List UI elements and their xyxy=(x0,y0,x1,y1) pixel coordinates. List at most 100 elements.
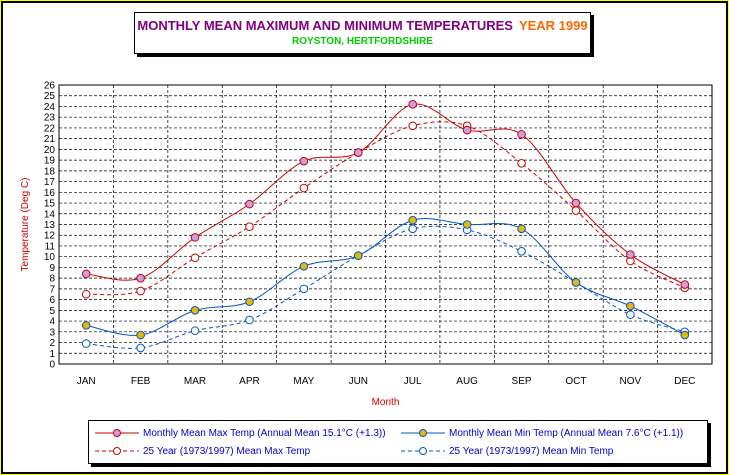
chart-subtitle: ROYSTON, HERTFORDSHIRE xyxy=(292,36,433,47)
y-tick-label: 24 xyxy=(44,102,56,113)
legend-swatch-min xyxy=(401,429,445,437)
legend-label-avg-min: 25 Year (1973/1997) Mean Min Temp xyxy=(449,445,614,457)
series-3-point xyxy=(626,310,635,319)
x-tick-label: SEP xyxy=(512,376,532,387)
legend-item-avg-min: 25 Year (1973/1997) Mean Min Temp xyxy=(401,445,613,457)
series-1-point xyxy=(571,278,581,287)
title-line: MONTHLY MEAN MAXIMUM AND MINIMUM TEMPERA… xyxy=(135,18,590,33)
y-tick-label: 25 xyxy=(44,91,56,102)
series-1-point xyxy=(517,224,526,234)
chart-year: YEAR 1999 xyxy=(518,18,588,33)
y-tick-label: 21 xyxy=(44,134,56,145)
y-tick-label: 2 xyxy=(49,338,55,349)
series-0-point xyxy=(245,199,254,209)
legend-label-max: Monthly Mean Max Temp (Annual Mean 15.1°… xyxy=(143,427,386,439)
series-2-point xyxy=(571,206,581,215)
legend-swatch-avg-min xyxy=(401,447,445,455)
legend-item-min: Monthly Mean Min Temp (Annual Mean 7.6°C… xyxy=(401,427,683,439)
y-tick-label: 15 xyxy=(44,199,56,210)
series-line-3 xyxy=(86,225,685,349)
series-0-point xyxy=(353,148,363,157)
series-2-point xyxy=(190,253,200,263)
series-1-point xyxy=(299,262,309,271)
x-tick-label: DEC xyxy=(674,376,695,387)
series-2-point xyxy=(136,286,145,296)
y-tick-label: 14 xyxy=(44,209,56,220)
x-tick-label: AUG xyxy=(456,376,478,387)
chart-title: MONTHLY MEAN MAXIMUM AND MINIMUM TEMPERA… xyxy=(137,18,513,33)
x-axis-title: Month xyxy=(372,397,400,408)
y-tick-label: 16 xyxy=(44,188,56,199)
series-1-point xyxy=(353,251,363,260)
y-tick-label: 6 xyxy=(49,295,55,306)
plot-area xyxy=(58,84,713,365)
series-0-point xyxy=(462,125,472,135)
legend-swatch-max xyxy=(95,429,139,437)
series-1-point xyxy=(462,220,472,229)
x-tick-label: FEB xyxy=(131,376,151,387)
y-tick-label: 0 xyxy=(49,360,55,371)
y-tick-label: 13 xyxy=(44,220,56,231)
legend-item-max: Monthly Mean Max Temp (Annual Mean 15.1°… xyxy=(95,427,386,439)
x-tick-label: JUN xyxy=(349,376,368,387)
series-1-point xyxy=(136,330,145,340)
series-1-point xyxy=(190,306,200,315)
y-tick-label: 7 xyxy=(49,284,55,295)
y-tick-label: 8 xyxy=(49,274,55,285)
series-2-point xyxy=(517,159,526,168)
series-3-point xyxy=(81,339,91,348)
series-0-point xyxy=(571,198,581,208)
y-tick-label: 11 xyxy=(45,241,56,252)
legend: Monthly Mean Max Temp (Annual Mean 15.1°… xyxy=(88,420,708,464)
y-tick-label: 22 xyxy=(44,123,56,134)
y-tick-label: 12 xyxy=(44,231,56,242)
y-tick-label: 5 xyxy=(49,306,55,317)
y-tick-label: 18 xyxy=(44,166,56,177)
series-2-point xyxy=(408,121,418,131)
legend-label-min: Monthly Mean Min Temp (Annual Mean 7.6°C… xyxy=(449,427,684,439)
series-3-point xyxy=(299,284,309,294)
series-1-point xyxy=(680,330,690,340)
series-3-point xyxy=(136,343,145,353)
series-2-point xyxy=(81,289,91,299)
x-tick-label: MAR xyxy=(184,376,206,387)
series-0-point xyxy=(517,130,526,139)
series-3-point xyxy=(245,315,254,325)
x-tick-label: APR xyxy=(239,376,260,387)
x-tick-label: MAY xyxy=(293,376,314,387)
series-2-point xyxy=(299,183,309,193)
chart-title-box: MONTHLY MEAN MAXIMUM AND MINIMUM TEMPERA… xyxy=(134,12,591,54)
series-3-point xyxy=(517,247,526,256)
legend-item-avg-max: 25 Year (1973/1997) Mean Max Temp xyxy=(95,445,310,457)
x-tick-label: NOV xyxy=(620,376,642,387)
y-tick-label: 20 xyxy=(44,145,56,156)
series-0-point xyxy=(81,269,91,279)
y-tick-label: 9 xyxy=(49,263,55,274)
series-3-point xyxy=(408,224,418,234)
series-1-point xyxy=(408,215,418,225)
series-1-point xyxy=(245,297,254,307)
y-tick-label: 4 xyxy=(49,317,55,328)
y-tick-label: 17 xyxy=(44,177,56,188)
y-tick-label: 23 xyxy=(44,113,56,124)
series-3-point xyxy=(190,326,200,336)
x-tick-label: OCT xyxy=(565,376,586,387)
y-tick-label: 19 xyxy=(44,156,56,167)
y-tick-label: 26 xyxy=(44,81,56,92)
series-0-point xyxy=(136,273,145,283)
x-tick-label: JAN xyxy=(77,376,96,387)
series-2-point xyxy=(245,222,254,231)
y-axis-title: Temperature (Deg C) xyxy=(20,178,31,272)
series-0-point xyxy=(626,250,635,259)
series-1-point xyxy=(626,301,635,311)
series-0-point xyxy=(190,233,200,242)
series-0-point xyxy=(680,280,690,289)
series-1-point xyxy=(81,321,91,330)
x-tick-label: JUL xyxy=(404,376,422,387)
legend-label-avg-max: 25 Year (1973/1997) Mean Max Temp xyxy=(143,445,311,457)
legend-swatch-avg-max xyxy=(95,447,139,455)
series-0-point xyxy=(299,156,309,166)
series-0-point xyxy=(408,100,418,109)
